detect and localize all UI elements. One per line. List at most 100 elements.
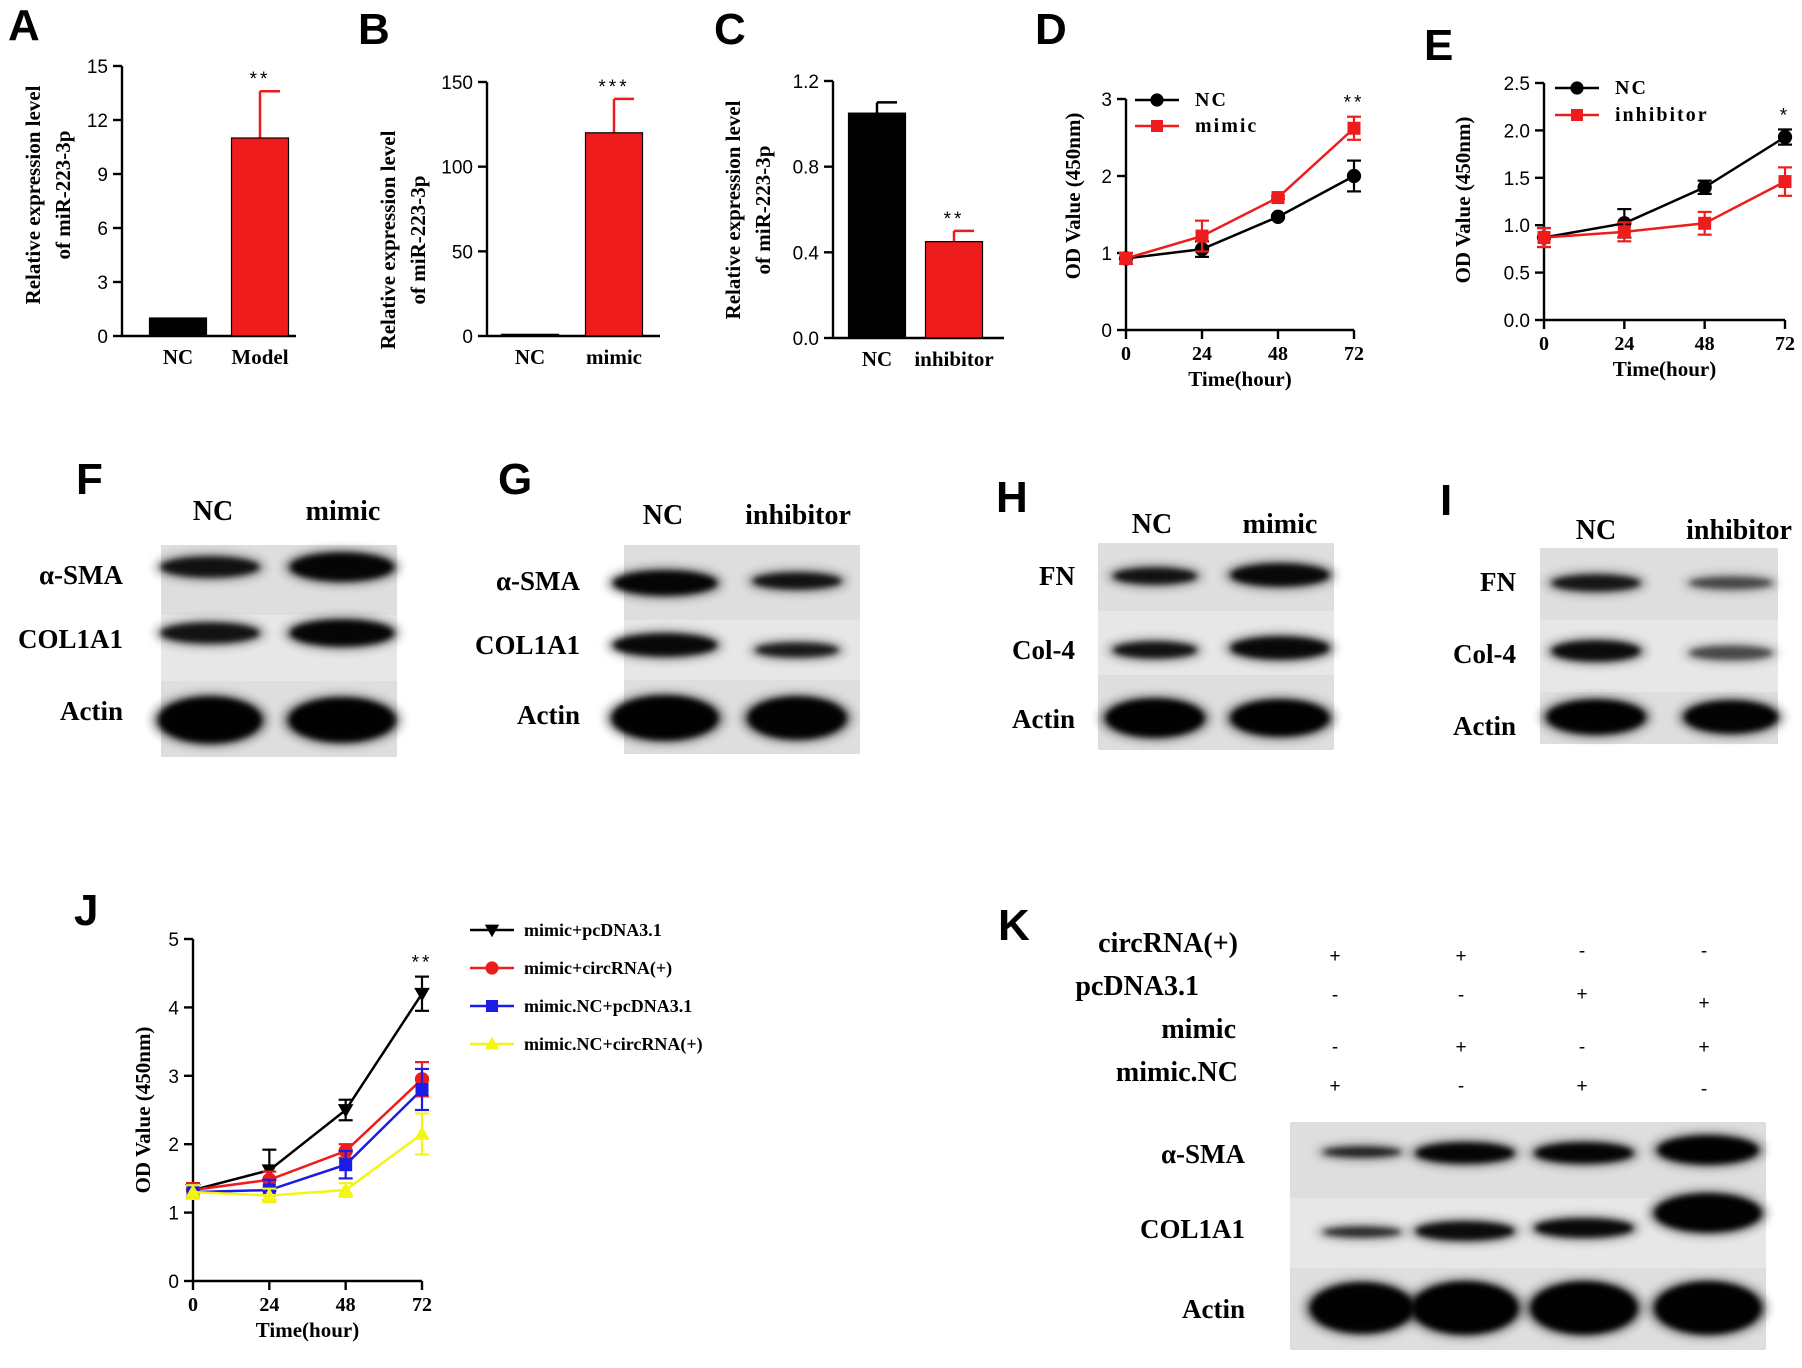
blot-g-band-actin-lane1-core bbox=[748, 697, 846, 739]
chart-j-x-label: Time(hour) bbox=[256, 1318, 359, 1342]
blot-h-row-label: Actin bbox=[1012, 704, 1075, 734]
chart-d-series-1-point bbox=[1347, 121, 1361, 135]
chart-j-series-0-point bbox=[414, 987, 430, 1002]
blot-h-band-actin-lane1-core bbox=[1231, 700, 1329, 736]
blot-h-band-col4-lane1-core bbox=[1231, 637, 1329, 659]
blot-i: NC inhibitor FN Col-4 Actin bbox=[1453, 515, 1792, 744]
blot-i-band-actin-lane1-core bbox=[1684, 701, 1778, 733]
chart-j-series-1-legend-label: mimic+circRNA(+) bbox=[524, 958, 672, 979]
blot-k-band-col1a1-lane3 bbox=[1649, 1191, 1767, 1235]
blot-i-band-col4-lane0 bbox=[1546, 638, 1646, 664]
blot-k-band-actin-lane0 bbox=[1304, 1280, 1420, 1336]
chart-a-x-tick-label: NC bbox=[163, 345, 193, 369]
blot-h-band-fn-lane0 bbox=[1107, 565, 1203, 587]
blot-k-sign: + bbox=[1455, 1037, 1466, 1058]
blot-k-sign: - bbox=[1701, 1079, 1707, 1100]
chart-c-y-label: Relative expression level of miR-223-3p bbox=[721, 100, 775, 319]
blot-k-band-sma-lane3-core bbox=[1658, 1136, 1758, 1164]
chart-e-series-0-point bbox=[1697, 180, 1712, 195]
blot-k-condition-label: mimic.NC bbox=[1116, 1057, 1238, 1088]
blot-k-band-sma-lane2-core bbox=[1535, 1143, 1633, 1163]
chart-d-x-label: Time(hour) bbox=[1188, 367, 1291, 391]
panel-label-d: D bbox=[1035, 5, 1067, 54]
blot-h-row-label: FN bbox=[1039, 561, 1075, 591]
chart-b-y-label-line1: Relative expression level bbox=[376, 130, 400, 349]
blot-k-sign: - bbox=[1579, 941, 1585, 962]
chart-d-series-1-legend-label: mimic bbox=[1195, 115, 1258, 137]
chart-d-y-label: OD Value (450nm) bbox=[1061, 113, 1085, 280]
chart-a-y-tick-label: 3 bbox=[97, 273, 108, 294]
chart-d-series-1-legend-marker bbox=[1151, 120, 1163, 132]
blot-f-row-label: COL1A1 bbox=[18, 624, 123, 654]
chart-j-series-3-point bbox=[414, 1126, 430, 1140]
blot-h-band-col4-lane0 bbox=[1107, 639, 1203, 661]
chart-c-x-tick-label: NC bbox=[862, 347, 892, 371]
chart-d-x-tick-label: 0 bbox=[1121, 343, 1131, 365]
blot-g: NC inhibitor α-SMA COL1A1 Actin bbox=[475, 500, 860, 754]
panel-label-f: F bbox=[76, 455, 103, 504]
blot-k-band-sma-lane1 bbox=[1410, 1140, 1520, 1166]
chart-d-x-tick-label: 48 bbox=[1268, 343, 1288, 365]
chart-b-y-tick-label: 50 bbox=[452, 242, 473, 263]
blot-i-band-fn-lane1-core bbox=[1689, 577, 1773, 589]
chart-e-x-tick-label: 72 bbox=[1775, 333, 1795, 355]
chart-b-bar-mimic bbox=[584, 132, 644, 337]
chart-j-y-label: OD Value (450nm) bbox=[131, 1027, 155, 1194]
blot-i-band-col4-lane1 bbox=[1683, 643, 1779, 663]
blot-k-band-col1a1-lane0 bbox=[1317, 1224, 1407, 1240]
blot-k-sign: + bbox=[1576, 984, 1587, 1005]
blot-f-row-label: α-SMA bbox=[39, 560, 124, 590]
blot-k-band-sma-lane2 bbox=[1529, 1140, 1639, 1166]
chart-c-y-tick-label: 0.0 bbox=[793, 329, 819, 350]
chart-d-series-1-point bbox=[1271, 191, 1285, 205]
chart-d-series-1-line bbox=[1125, 127, 1355, 260]
panel-label-b: B bbox=[358, 5, 390, 54]
chart-j-series-3-point bbox=[337, 1182, 354, 1196]
chart-j-series-3-legend-marker bbox=[484, 1036, 500, 1050]
blot-f-band-sma-lane0 bbox=[155, 554, 265, 580]
chart-d-y-tick-label: 3 bbox=[1101, 90, 1112, 111]
chart-j-series-2-legend-label: mimic.NC+pcDNA3.1 bbox=[524, 996, 692, 1016]
chart-a-y-label-line2: of miR-223-3p bbox=[51, 131, 75, 260]
chart-b-x-tick-label: mimic bbox=[586, 345, 642, 369]
blot-k-sign: - bbox=[1701, 941, 1707, 962]
chart-a-y-label-line1: Relative expression level bbox=[21, 85, 45, 304]
blot-f-lane-label: NC bbox=[193, 496, 233, 527]
blot-f-band-col1a1-lane1-core bbox=[290, 620, 394, 646]
chart-d-y-tick-label: 1 bbox=[1101, 244, 1112, 265]
blot-g-band-sma-lane0-core bbox=[613, 571, 717, 595]
panel-label-a: A bbox=[8, 1, 40, 50]
blot-k-band-sma-lane0-core bbox=[1323, 1147, 1401, 1157]
chart-j-series-2-line bbox=[192, 1088, 423, 1194]
blot-h-band-col4-lane1 bbox=[1225, 634, 1335, 662]
chart-c-y-tick-label: 0.8 bbox=[793, 158, 819, 179]
chart-j-y-tick-label: 2 bbox=[168, 1135, 179, 1156]
blot-f-band-actin-lane0 bbox=[152, 694, 268, 746]
blot-h-lane-label: mimic bbox=[1243, 509, 1318, 540]
blot-k-sign: - bbox=[1332, 1037, 1338, 1058]
chart-j-series-1-line bbox=[192, 1078, 423, 1192]
blot-i-band-fn-lane0-core bbox=[1552, 575, 1640, 591]
blot-g-band-sma-lane1 bbox=[747, 570, 847, 592]
chart-b-y-label: Relative expression level of miR-223-3p bbox=[376, 130, 430, 349]
chart-c-bar-inhibitor bbox=[924, 241, 984, 339]
blot-i-lane-label: NC bbox=[1576, 515, 1616, 546]
chart-c-y-label-line2: of miR-223-3p bbox=[751, 146, 775, 275]
panel-label-h: H bbox=[996, 473, 1028, 522]
chart-e-series-0-legend-label: NC bbox=[1615, 77, 1648, 99]
blot-i-lane-label: inhibitor bbox=[1686, 515, 1792, 546]
chart-j-series-3-line bbox=[192, 1132, 423, 1197]
blot-k-sign: - bbox=[1458, 1076, 1464, 1097]
chart-j-significance: ** bbox=[412, 953, 433, 974]
chart-d-series-0-legend-label: NC bbox=[1195, 89, 1228, 111]
blot-h-band-col4-lane0-core bbox=[1113, 642, 1197, 658]
chart-a-bar-nc bbox=[148, 317, 208, 337]
blot-k-row-label: Actin bbox=[1182, 1294, 1245, 1324]
blot-f-row-label: Actin bbox=[60, 696, 123, 726]
blot-f-band-col1a1-lane0-core bbox=[161, 623, 259, 643]
chart-j-series-2-point bbox=[415, 1082, 429, 1096]
chart-a-y-tick-label: 9 bbox=[97, 165, 108, 186]
chart-c-y-tick-label: 1.2 bbox=[793, 72, 819, 93]
blot-k-band-actin-lane3-core bbox=[1655, 1282, 1761, 1334]
blot-g-band-col1a1-lane1-core bbox=[755, 643, 839, 657]
